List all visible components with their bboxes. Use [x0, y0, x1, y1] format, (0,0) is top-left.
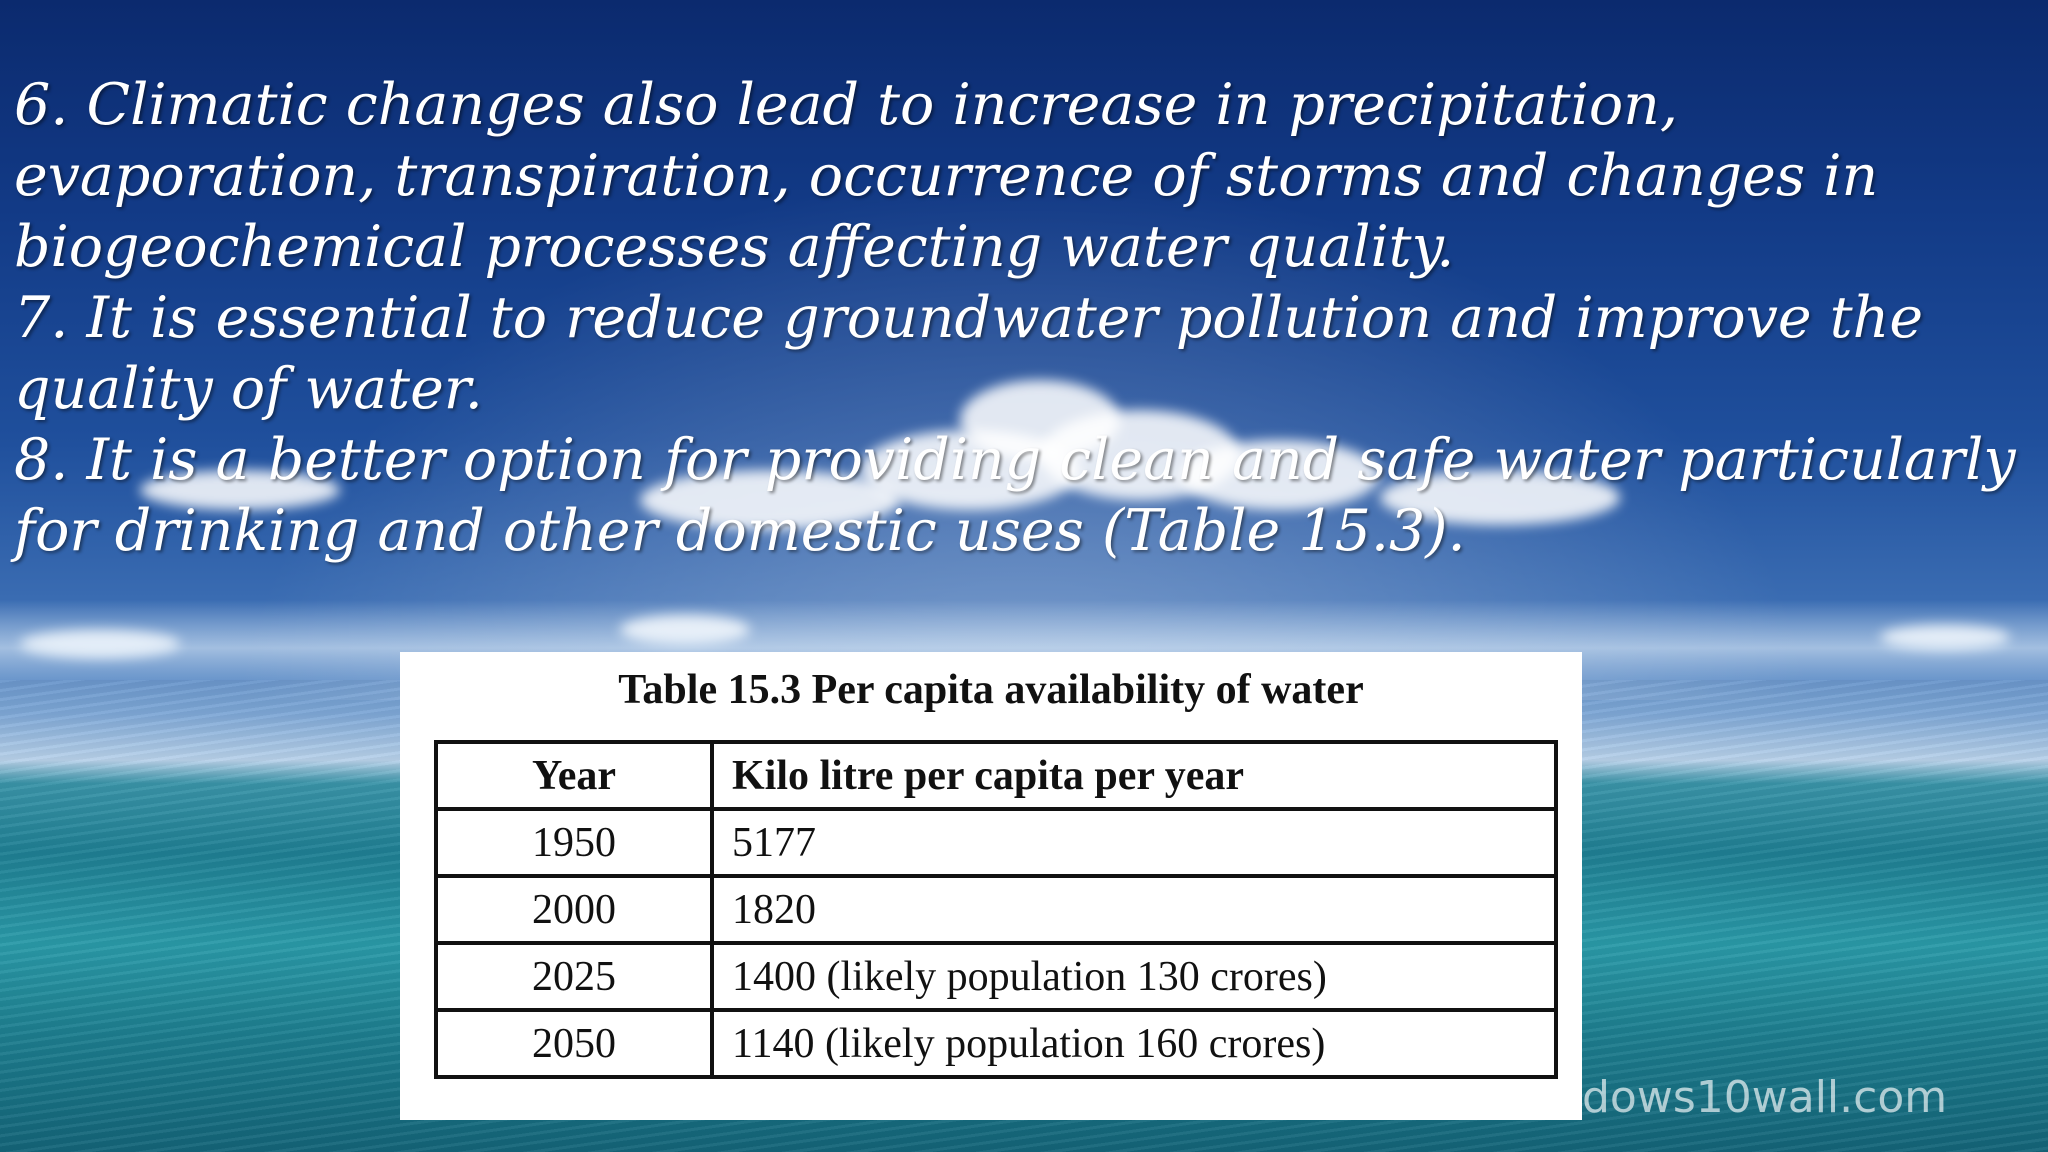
cloud — [1180, 440, 1380, 510]
bullet-list: 6. Climatic changes also lead to increas… — [14, 70, 2034, 567]
water-availability-table: Year Kilo litre per capita per year 1950… — [434, 740, 1558, 1079]
table-header-row: Year Kilo litre per capita per year — [434, 740, 1558, 811]
table-row: 2050 1140 (likely population 160 crores) — [434, 1008, 1558, 1079]
table-row: 2000 1820 — [434, 874, 1558, 945]
bullet-6: 6. Climatic changes also lead to increas… — [14, 72, 1879, 280]
table-row: 2025 1400 (likely population 130 crores) — [434, 941, 1558, 1012]
cloud — [140, 470, 340, 510]
bullet-7: 7. It is essential to reduce groundwater… — [14, 285, 1924, 422]
header-year: Year — [434, 740, 714, 811]
table-image: Table 15.3 Per capita availability of wa… — [400, 652, 1582, 1120]
sky-background — [0, 0, 2048, 700]
cell-year: 1950 — [434, 807, 714, 878]
cell-year: 2025 — [434, 941, 714, 1012]
header-kilo-litre: Kilo litre per capita per year — [710, 740, 1558, 811]
cloud — [640, 470, 900, 530]
watermark: dows10wall.com — [1582, 1072, 1948, 1123]
cell-year: 2000 — [434, 874, 714, 945]
cell-value: 1400 (likely population 130 crores) — [710, 941, 1558, 1012]
cell-value: 1820 — [710, 874, 1558, 945]
cloud — [1380, 470, 1620, 525]
table-caption: Table 15.3 Per capita availability of wa… — [618, 667, 1364, 713]
cell-year: 2050 — [434, 1008, 714, 1079]
bullet-8: 8. It is a better option for providing c… — [14, 427, 2016, 564]
cell-value: 5177 — [710, 807, 1558, 878]
table-row: 1950 5177 — [434, 807, 1558, 878]
cell-value: 1140 (likely population 160 crores) — [710, 1008, 1558, 1079]
